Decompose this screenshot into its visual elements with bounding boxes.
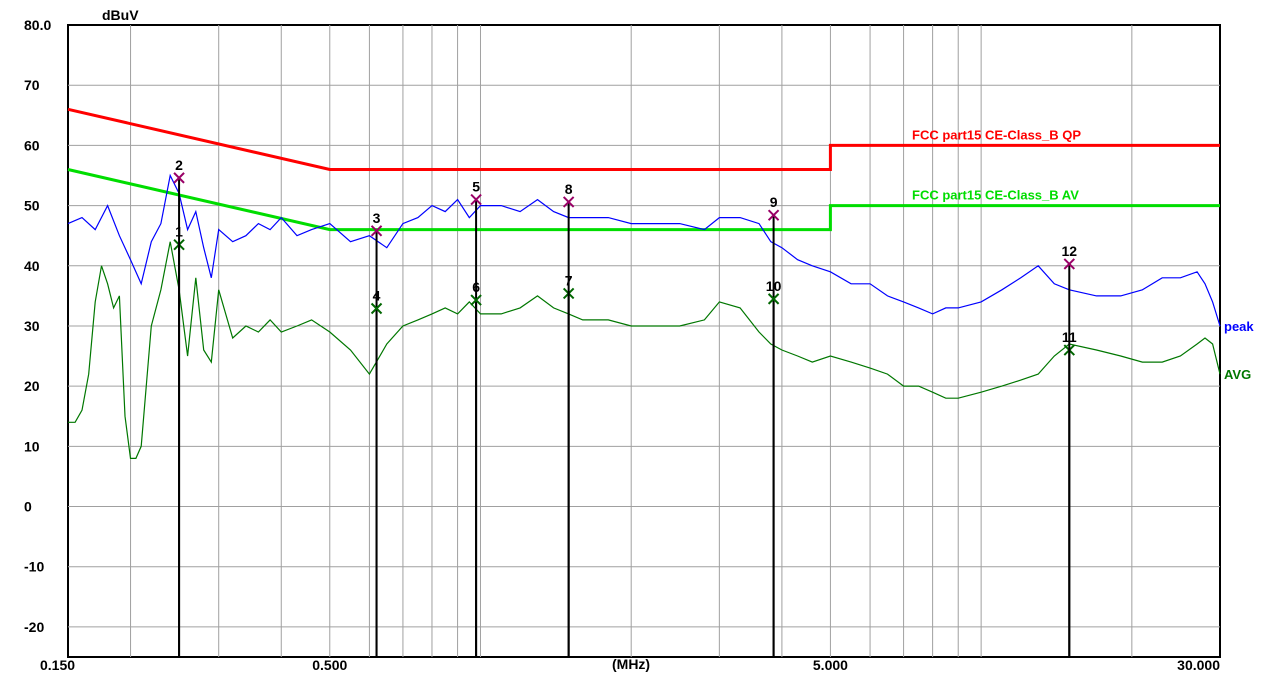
marker-cross — [767, 209, 780, 221]
marker-label: 8 — [565, 181, 573, 197]
x-tick-label: 5.000 — [813, 657, 848, 673]
plot-frame — [67, 24, 1221, 658]
marker-label: 10 — [766, 278, 782, 294]
y-tick-label: 30 — [24, 318, 40, 334]
marker-cross — [470, 193, 482, 206]
series-labels: FCC part15 CE-Class_B QP FCC part15 CE-Cl… — [912, 127, 1254, 382]
series-line-peak — [67, 173, 1221, 327]
y-tick-label: 40 — [24, 258, 40, 274]
limit-lines — [67, 107, 1220, 232]
marker-label: 6 — [472, 279, 480, 295]
x-tick-label: 30.000 — [1177, 657, 1220, 673]
marker-label: 5 — [472, 179, 480, 195]
y-tick-label: 70 — [24, 77, 40, 93]
y-tick-labels: 80.0 70 60 50 40 30 20 10 0 -10 -20 — [24, 17, 51, 635]
marker-cross — [767, 293, 780, 305]
y-tick-label: 0 — [24, 499, 32, 515]
limit-line — [67, 168, 1220, 232]
y-tick-label: 20 — [24, 378, 40, 394]
x-tick-label: 0.150 — [40, 657, 75, 673]
marker-cross — [370, 225, 383, 237]
marker-cross — [173, 172, 185, 184]
marker-cross — [470, 294, 482, 306]
series-line-avg — [68, 241, 1221, 459]
marker-label: 9 — [770, 194, 778, 210]
y-tick-label: 60 — [24, 137, 40, 153]
y-tick-label: -20 — [24, 619, 44, 635]
marker-cross — [562, 196, 575, 208]
data-series — [67, 173, 1221, 459]
x-tick-label: 0.500 — [312, 657, 347, 673]
y-tick-label: 50 — [24, 198, 40, 214]
y-tick-label: 80.0 — [24, 17, 51, 33]
y-tick-label: 10 — [24, 438, 40, 454]
x-tick-labels: 0.150 0.500 5.000 30.000 — [40, 657, 1220, 673]
markers: 123456789101112 — [173, 157, 1078, 657]
marker-label: 2 — [175, 157, 183, 173]
marker-cross — [1063, 258, 1075, 270]
limit-line — [67, 107, 1220, 171]
marker-cross — [370, 302, 383, 315]
marker-label: 12 — [1062, 243, 1078, 259]
series-label: AVG — [1224, 367, 1251, 382]
limit-line-label: FCC part15 CE-Class_B AV — [912, 188, 1079, 203]
x-axis-label: (MHz) — [612, 656, 650, 672]
y-tick-label: -10 — [24, 559, 44, 575]
y-axis-label: dBuV — [102, 7, 139, 23]
limit-line-label: FCC part15 CE-Class_B QP — [912, 127, 1081, 142]
series-label: peak — [1224, 319, 1254, 334]
marker-label: 3 — [373, 210, 381, 226]
marker-label: 4 — [373, 287, 381, 303]
